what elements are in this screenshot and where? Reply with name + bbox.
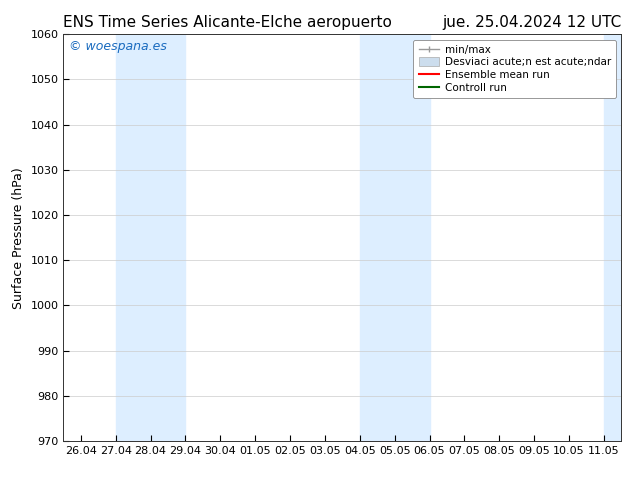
Text: © woespana.es: © woespana.es xyxy=(69,40,167,53)
Text: jue. 25.04.2024 12 UTC: jue. 25.04.2024 12 UTC xyxy=(442,15,621,30)
Text: ENS Time Series Alicante-Elche aeropuerto: ENS Time Series Alicante-Elche aeropuert… xyxy=(63,15,392,30)
Y-axis label: Surface Pressure (hPa): Surface Pressure (hPa) xyxy=(12,167,25,309)
Bar xyxy=(116,34,185,441)
Bar xyxy=(359,34,429,441)
Bar xyxy=(604,34,634,441)
Legend: min/max, Desviaci acute;n est acute;ndar, Ensemble mean run, Controll run: min/max, Desviaci acute;n est acute;ndar… xyxy=(413,40,616,98)
